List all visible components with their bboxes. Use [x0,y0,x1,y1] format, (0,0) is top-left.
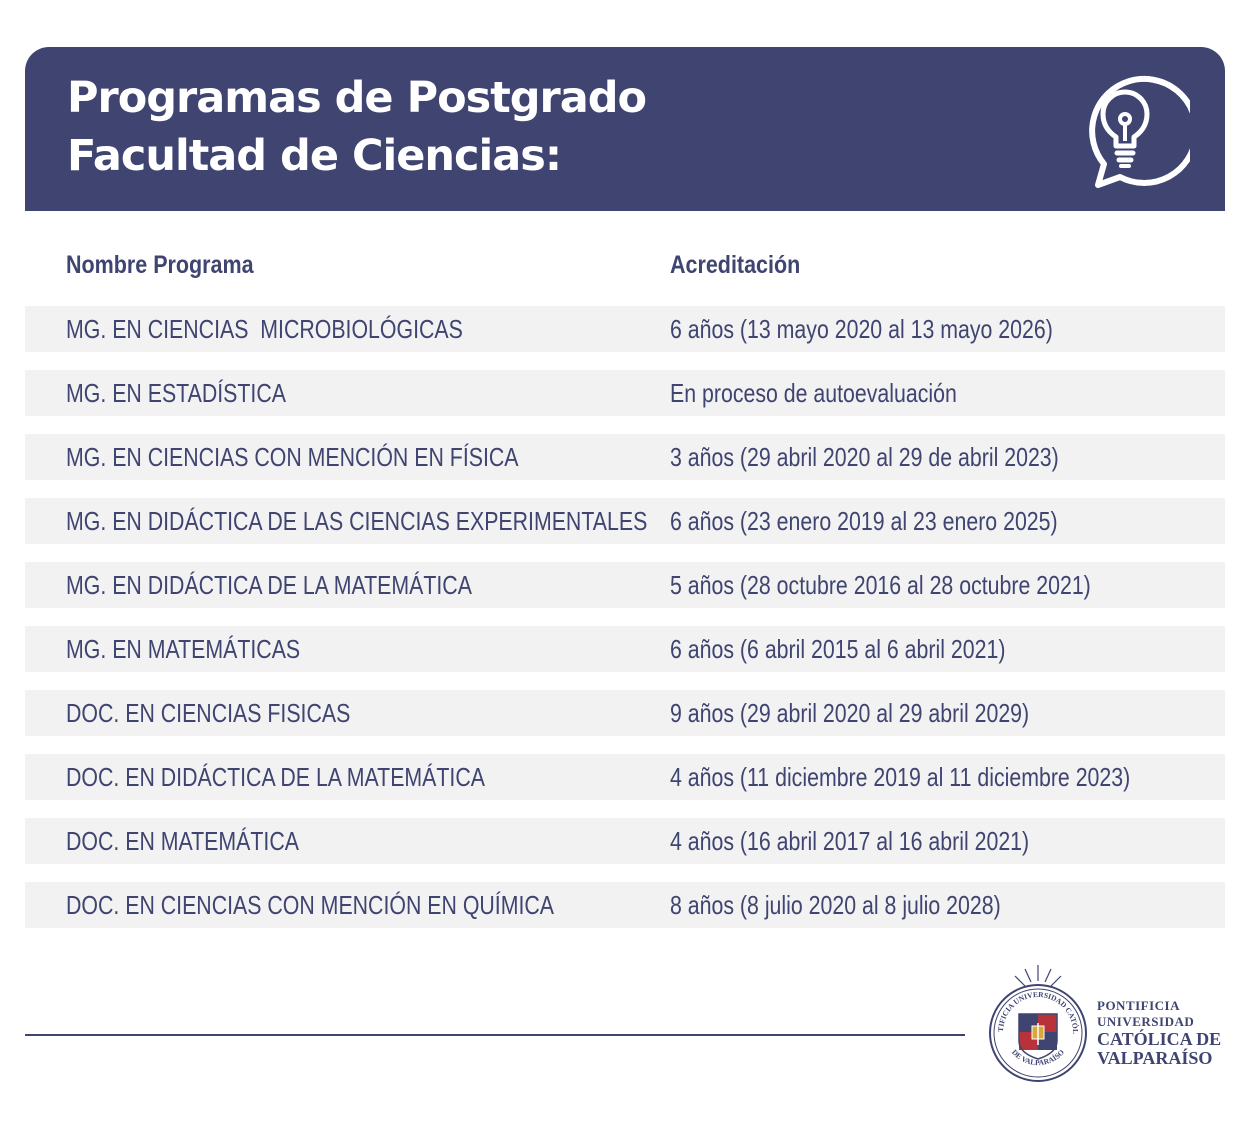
accreditation-cell: 4 años (11 diciembre 2019 al 11 diciembr… [670,762,1131,792]
accreditation-cell: 6 años (6 abril 2015 al 6 abril 2021) [670,634,1006,664]
accreditation-cell: 6 años (23 enero 2019 al 23 enero 2025) [670,506,1058,536]
accreditation-cell: En proceso de autoevaluación [670,378,957,408]
column-header-acreditacion: Acreditación [670,251,801,279]
university-line-1: PONTIFICIA [1097,998,1181,1013]
page-title: Programas de Postgrado Facultad de Cienc… [67,69,647,185]
program-name-cell: MG. EN DIDÁCTICA DE LA MATEMÁTICA [66,570,472,600]
accreditation-cell: 3 años (29 abril 2020 al 29 de abril 202… [670,442,1059,472]
table-row: MG. EN ESTADÍSTICA En proceso de autoeva… [25,370,1225,416]
accreditation-cell: 4 años (16 abril 2017 al 16 abril 2021) [670,826,1030,856]
table-row: MG. EN CIENCIAS MICROBIOLÓGICAS 6 años (… [25,306,1225,352]
accreditation-cell: 6 años (13 mayo 2020 al 13 mayo 2026) [670,314,1053,344]
university-line-4: VALPARAÍSO [1097,1048,1213,1068]
program-name-cell: DOC. EN MATEMÁTICA [66,826,299,856]
title-line-1: Programas de Postgrado [67,73,647,123]
program-name-cell: MG. EN ESTADÍSTICA [66,378,286,408]
table-header: Nombre Programa Acreditación [25,243,1225,291]
program-name-cell: MG. EN CIENCIAS CON MENCIÓN EN FÍSICA [66,442,519,472]
table-row: DOC. EN MATEMÁTICA 4 años (16 abril 2017… [25,818,1225,864]
header-banner: Programas de Postgrado Facultad de Cienc… [25,47,1225,211]
university-seal-icon: PONTIFICIA UNIVERSIDAD CATÓLICA DE VALPA… [985,963,1087,1082]
accreditation-cell: 5 años (28 octubre 2016 al 28 octubre 20… [670,570,1091,600]
table-row: MG. EN DIDÁCTICA DE LAS CIENCIAS EXPERIM… [25,498,1225,544]
footer-divider [25,1034,965,1036]
university-line-2: UNIVERSIDAD [1097,1014,1195,1029]
university-name: PONTIFICIA UNIVERSIDAD CATÓLICA DE VALPA… [1097,998,1221,1068]
table-row: MG. EN MATEMÁTICAS 6 años (6 abril 2015 … [25,626,1225,672]
column-header-programa: Nombre Programa [66,251,254,279]
program-name-cell: DOC. EN DIDÁCTICA DE LA MATEMÁTICA [66,762,485,792]
program-name-cell: DOC. EN CIENCIAS FISICAS [66,698,351,728]
program-name-cell: MG. EN CIENCIAS MICROBIOLÓGICAS [66,314,463,344]
title-line-2: Facultad de Ciencias: [67,131,562,181]
table-row: MG. EN CIENCIAS CON MENCIÓN EN FÍSICA 3 … [25,434,1225,480]
accreditation-cell: 9 años (29 abril 2020 al 29 abril 2029) [670,698,1030,728]
accreditation-cell: 8 años (8 julio 2020 al 8 julio 2028) [670,890,1001,920]
programs-table: MG. EN CIENCIAS MICROBIOLÓGICAS 6 años (… [25,306,1225,946]
university-line-3: CATÓLICA DE [1097,1029,1222,1049]
lightbulb-speech-bubble-icon [1089,76,1190,188]
table-row: DOC. EN CIENCIAS CON MENCIÓN EN QUÍMICA … [25,882,1225,928]
program-name-cell: DOC. EN CIENCIAS CON MENCIÓN EN QUÍMICA [66,890,555,920]
program-name-cell: MG. EN MATEMÁTICAS [66,634,301,664]
table-row: DOC. EN DIDÁCTICA DE LA MATEMÁTICA 4 año… [25,754,1225,800]
table-row: MG. EN DIDÁCTICA DE LA MATEMÁTICA 5 años… [25,562,1225,608]
program-name-cell: MG. EN DIDÁCTICA DE LAS CIENCIAS EXPERIM… [66,506,648,536]
table-row: DOC. EN CIENCIAS FISICAS 9 años (29 abri… [25,690,1225,736]
